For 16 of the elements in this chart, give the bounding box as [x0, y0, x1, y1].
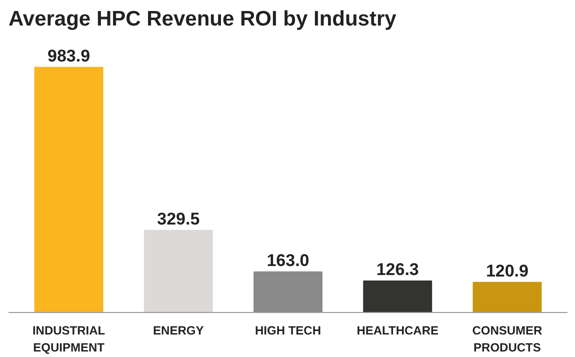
x-tick-label: ENERGY	[153, 324, 204, 338]
data-label: 120.9	[486, 261, 528, 280]
bar	[254, 271, 322, 312]
bar	[472, 282, 542, 312]
x-tick-label: HEALTHCARE	[356, 324, 438, 338]
data-label: 163.0	[266, 250, 310, 270]
data-label: 126.3	[376, 260, 419, 280]
bar	[34, 66, 104, 312]
data-label: 329.5	[157, 209, 200, 228]
bar	[144, 230, 213, 312]
x-tick-label: CONSUMER PRODUCTS	[472, 324, 543, 354]
data-label: 983.9	[48, 46, 90, 66]
x-tick-label: HIGH TECH	[255, 324, 321, 338]
x-tick-label: INDUSTRIAL EQUIPMENT	[32, 324, 106, 354]
bar	[363, 280, 432, 312]
chart-title: Average HPC Revenue ROI by Industry	[8, 8, 397, 30]
